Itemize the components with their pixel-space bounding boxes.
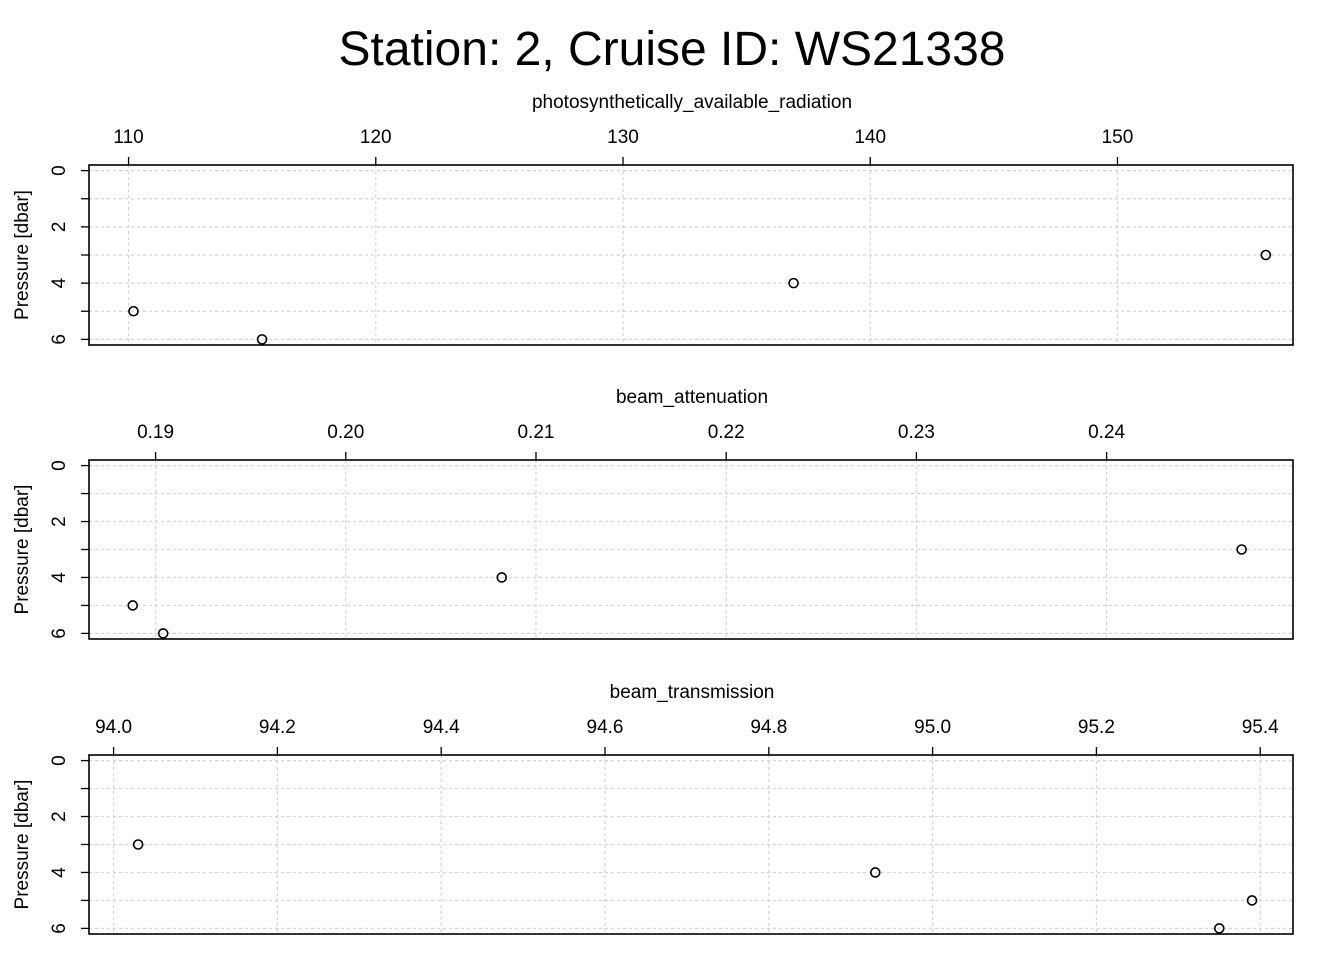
data-point [1236, 544, 1247, 555]
x-axis-label: photosynthetically_available_radiation [532, 92, 852, 113]
x-tick-label: 95.2 [1078, 717, 1115, 738]
x-tick-label: 94.4 [423, 717, 460, 738]
x-tick-label: 0.22 [708, 422, 745, 443]
chart-title: Station: 2, Cruise ID: WS21338 [338, 23, 1006, 76]
y-tick-label: 0 [49, 755, 70, 766]
data-point [788, 277, 799, 289]
x-tick-label: 0.21 [517, 422, 554, 443]
x-tick-label: 0.24 [1088, 422, 1125, 443]
data-point [128, 305, 139, 317]
data-point [496, 572, 508, 583]
y-tick-label: 2 [49, 516, 70, 527]
x-tick-label: 0.23 [898, 422, 935, 443]
y-tick-label: 4 [49, 867, 70, 878]
x-tick-label: 140 [854, 127, 886, 148]
x-tick-label: 150 [1102, 127, 1134, 148]
data-point [157, 628, 169, 639]
y-tick-label: 0 [49, 165, 70, 176]
x-tick-label: 120 [360, 127, 392, 148]
y-tick-label: 4 [49, 277, 70, 288]
y-axis-label: Pressure [dbar] [12, 485, 33, 615]
data-point [127, 600, 139, 611]
x-tick-label: 94.8 [750, 717, 787, 738]
y-tick-label: 6 [49, 628, 70, 639]
x-tick-label: 95.4 [1242, 717, 1279, 738]
x-tick-label: 95.0 [914, 717, 951, 738]
y-tick-label: 0 [49, 460, 70, 471]
y-tick-label: 2 [49, 811, 70, 822]
data-point [1246, 895, 1258, 906]
x-tick-label: 0.20 [327, 422, 364, 443]
data-point [869, 867, 881, 878]
y-tick-label: 6 [49, 923, 70, 934]
x-axis-label: beam_attenuation [616, 387, 768, 408]
y-tick-label: 6 [49, 334, 70, 345]
y-axis-label: Pressure [dbar] [12, 190, 33, 320]
data-point [132, 839, 144, 850]
x-tick-label: 94.0 [95, 717, 132, 738]
data-point [1213, 923, 1225, 934]
x-tick-label: 110 [113, 127, 143, 148]
x-axis-label: beam_transmission [610, 682, 775, 703]
y-axis-label: Pressure [dbar] [12, 780, 33, 910]
y-tick-label: 4 [49, 572, 70, 583]
x-tick-label: 94.2 [259, 717, 296, 738]
x-tick-label: 94.6 [587, 717, 624, 738]
y-tick-label: 2 [49, 222, 70, 233]
data-point [256, 334, 268, 345]
x-tick-label: 0.19 [137, 422, 174, 443]
data-point [1260, 249, 1272, 261]
x-tick-label: 130 [607, 127, 639, 148]
